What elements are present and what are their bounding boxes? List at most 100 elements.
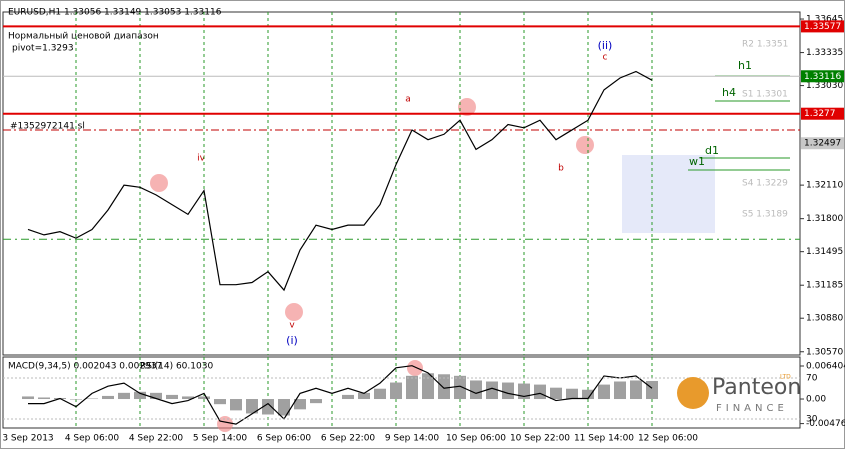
logo-mark (677, 377, 709, 409)
macd-bar (102, 395, 114, 400)
macd-bar (502, 382, 514, 400)
chart-title: EURUSD,H1 1.33056 1.33149 1.33053 1.3311… (8, 8, 222, 18)
macd-bar (310, 399, 322, 404)
h1-label: h1 (738, 59, 752, 72)
logo-sub: FINANCE (716, 403, 788, 414)
pivot-text: R2 1.3351 (742, 40, 788, 50)
macd-bar (262, 399, 274, 415)
y-tick-label: -0.004766 (806, 419, 845, 429)
y-tick-label: 1.30570 (806, 347, 843, 357)
macd-bar (358, 392, 370, 400)
macd-bar (230, 399, 242, 411)
level-label: 1.32497 (804, 139, 841, 149)
x-tick-label: 9 Sep 14:00 (385, 434, 440, 444)
target-zone (622, 155, 715, 233)
macd-bar (438, 374, 450, 400)
price-line (27, 70, 653, 292)
level-label: 1.33577 (804, 22, 841, 32)
pivot-label: pivot=1.3293 (12, 44, 74, 54)
macd-bar (614, 381, 626, 400)
wave-label: v (289, 321, 295, 331)
macd-bar (86, 398, 98, 400)
series-label: RSI(14) 60.1030 (140, 362, 213, 372)
y2-tick-label: 30 (806, 414, 818, 424)
y-tick-label: 1.32110 (806, 181, 843, 191)
level-label: 1.33116 (804, 72, 841, 82)
wave-label: iv (197, 154, 206, 164)
macd-bar (22, 396, 34, 400)
macd-bar (214, 399, 226, 405)
macd-bar (534, 384, 546, 400)
y-tick-label: 0.00 (806, 395, 826, 405)
macd-bar (630, 380, 642, 400)
highlights (150, 98, 594, 432)
y-tick-label: 1.31800 (806, 214, 843, 224)
highlight (150, 174, 168, 192)
x-tick-label: 3 Sep 2013 (2, 434, 53, 444)
highlight (217, 416, 233, 432)
macd-bar (422, 373, 434, 400)
macd-bar (38, 397, 50, 400)
x-tick-label: 11 Sep 14:00 (574, 434, 634, 444)
y-tick-label: 1.31185 (806, 281, 843, 291)
x-tick-label: 4 Sep 06:00 (65, 434, 120, 444)
macd-bar (486, 381, 498, 400)
level-tag (801, 70, 844, 83)
y-tick-label: 1.30880 (806, 314, 843, 324)
level-label: 1.3277 (804, 109, 836, 119)
y-tick-label: 1.31495 (806, 247, 843, 257)
macd-bar (550, 387, 562, 400)
level-tag (801, 107, 844, 120)
main-plot-border (2, 11, 801, 356)
pivot-text: S1 1.3301 (742, 90, 788, 100)
macd-bar (566, 388, 578, 400)
wave-label: (ii) (598, 39, 613, 52)
macd-bar (406, 375, 418, 400)
macd-bar (374, 388, 386, 400)
macd-bar (278, 399, 290, 416)
logo-name: Panteon (712, 375, 801, 400)
macd-bar (150, 392, 162, 400)
sub-plot-border (2, 356, 801, 429)
highlight (407, 360, 423, 376)
x-tick-label: 5 Sep 14:00 (193, 434, 248, 444)
y2-tick-label: 70 (806, 374, 818, 384)
macd-bar (246, 399, 258, 414)
wave-label: c (603, 53, 608, 63)
y-tick-label: 0.006404 (806, 362, 845, 372)
level-tag (801, 137, 844, 150)
macd-bar (70, 399, 82, 400)
y-tick-label: 1.33645 (806, 15, 843, 25)
x-tick-label: 4 Sep 22:00 (129, 434, 184, 444)
macd-bar (646, 380, 658, 400)
logo-tag: LTD (780, 374, 791, 381)
macd-bar (166, 394, 178, 400)
macd-bar (198, 396, 210, 400)
highlight (458, 98, 476, 116)
order-label: #1352972141 sl (10, 122, 85, 132)
logo: Panteon LTD FINANCE (677, 374, 801, 414)
macd-bar (470, 380, 482, 400)
wave-label: a (405, 95, 411, 105)
range-label: Нормальный ценовой диапазон (8, 32, 159, 42)
x-tick-label: 6 Sep 22:00 (321, 434, 376, 444)
w1-label: w1 (689, 155, 705, 168)
macd-bar (134, 391, 146, 400)
wave-labels: a b c (ii) iv v (i) (197, 39, 612, 347)
x-tick-label: 12 Sep 06:00 (638, 434, 698, 444)
macd-bar (390, 382, 402, 400)
macd-bar (342, 394, 354, 400)
highlight (576, 136, 594, 154)
macd-bar (598, 384, 610, 400)
x-tick-label: 6 Sep 06:00 (257, 434, 312, 444)
h4-label: h4 (722, 86, 736, 99)
macd-bar (454, 375, 466, 400)
y-tick-label: 1.33030 (806, 81, 843, 91)
wave-label: b (558, 164, 564, 174)
macd-bar (294, 399, 306, 410)
series-label: MACD(9,34,5) 0.002043 0.002937 (8, 362, 162, 372)
highlight (285, 303, 303, 321)
x-tick-label: 10 Sep 06:00 (446, 434, 506, 444)
rsi-line (28, 365, 653, 425)
